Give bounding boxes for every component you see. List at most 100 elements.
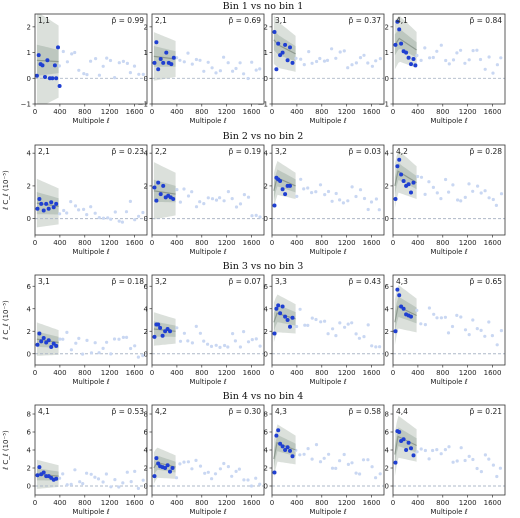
data-point bbox=[156, 67, 161, 72]
x-tick-label: 400 bbox=[53, 369, 66, 377]
data-point bbox=[276, 41, 281, 46]
panel-label: 4,2 bbox=[396, 147, 408, 156]
x-axis-label: Multipole ℓ bbox=[72, 508, 109, 516]
data-point bbox=[409, 190, 413, 195]
faint-point bbox=[246, 340, 251, 344]
panel-4-3: 0 400 800 1200 1600 Multipole ℓ 0 2 4 6 8 4,3 p̃ = 0… bbox=[264, 404, 385, 516]
faint-point bbox=[186, 194, 191, 198]
y-tick-label: 1 bbox=[385, 49, 389, 57]
faint-point bbox=[89, 205, 93, 209]
faint-point bbox=[330, 466, 335, 470]
faint-point bbox=[490, 334, 494, 338]
data-point bbox=[285, 58, 290, 63]
faint-point bbox=[97, 216, 101, 220]
data-point bbox=[169, 62, 174, 67]
faint-point bbox=[226, 61, 230, 65]
data-point bbox=[283, 448, 288, 452]
x-tick-label: 400 bbox=[290, 239, 303, 247]
faint-point bbox=[495, 63, 499, 67]
faint-point bbox=[415, 308, 419, 312]
data-point bbox=[41, 208, 46, 213]
panel-frame bbox=[271, 274, 385, 366]
p-value: p̃ = 0.37 bbox=[348, 16, 381, 25]
panel-label: 2,1 bbox=[155, 16, 167, 25]
plot-area bbox=[152, 32, 264, 81]
faint-point bbox=[85, 73, 89, 77]
faint-point bbox=[258, 215, 262, 219]
faint-point bbox=[447, 190, 451, 194]
data-point bbox=[152, 474, 157, 479]
y-tick-label: 8 bbox=[385, 411, 389, 419]
faint-point bbox=[178, 339, 183, 343]
faint-point bbox=[202, 202, 206, 206]
y-tick-label: 2 bbox=[144, 465, 148, 473]
faint-point bbox=[175, 56, 179, 60]
faint-point bbox=[463, 458, 467, 463]
x-tick-label: 1600 bbox=[363, 369, 381, 377]
y-tick-label: 4 bbox=[385, 305, 390, 313]
y-tick-label: 0 bbox=[144, 75, 148, 83]
x-tick-label: 400 bbox=[170, 369, 183, 377]
data-point bbox=[280, 444, 285, 449]
faint-point bbox=[483, 189, 487, 193]
x-tick-label: 0 bbox=[150, 108, 154, 116]
faint-point bbox=[325, 58, 330, 63]
x-tick-label: 800 bbox=[195, 239, 208, 247]
x-tick-label: 1600 bbox=[363, 499, 381, 507]
faint-point bbox=[374, 345, 378, 349]
faint-point bbox=[65, 60, 69, 64]
model-line bbox=[153, 190, 176, 195]
faint-point bbox=[97, 73, 101, 77]
x-tick-label: 400 bbox=[411, 499, 424, 507]
data-point bbox=[49, 200, 54, 205]
data-point bbox=[46, 338, 51, 343]
faint-point bbox=[423, 192, 427, 196]
faint-point bbox=[137, 72, 141, 76]
x-tick-label: 0 bbox=[33, 369, 37, 377]
panel-frame bbox=[34, 13, 148, 105]
faint-point bbox=[310, 457, 314, 461]
faint-point bbox=[81, 352, 85, 356]
panel-label: 1,1 bbox=[38, 16, 50, 25]
faint-point bbox=[439, 452, 443, 456]
faint-point bbox=[499, 56, 503, 60]
y-tick-label: 2 bbox=[144, 23, 148, 31]
faint-point bbox=[459, 315, 463, 319]
data-point bbox=[409, 314, 413, 319]
faint-point bbox=[178, 58, 182, 62]
faint-point bbox=[222, 55, 226, 59]
y-tick-label: 0 bbox=[144, 350, 148, 358]
faint-point bbox=[186, 51, 190, 55]
plot-area bbox=[393, 150, 505, 220]
x-axis-label: Multipole ℓ bbox=[430, 117, 467, 125]
faint-point bbox=[444, 177, 448, 182]
data-point bbox=[54, 343, 59, 348]
panel-label: 3,1 bbox=[275, 16, 287, 25]
data-point bbox=[401, 306, 406, 311]
faint-point bbox=[128, 199, 132, 203]
panel-2-1: 0 400 800 1200 1600 Multipole ℓ 0 2 4 2,1 p̃ = 0.2… bbox=[27, 144, 148, 256]
uncertainty-band-inner bbox=[394, 427, 417, 465]
y-tick-label: 0 bbox=[27, 483, 31, 491]
row-4: Bin 4 vs no bin 40 400 800 1200 1600Multipol… bbox=[2, 391, 506, 516]
x-tick-label: 800 bbox=[436, 499, 449, 507]
faint-point bbox=[495, 343, 499, 347]
faint-point bbox=[491, 71, 495, 75]
faint-point bbox=[318, 183, 323, 187]
faint-point bbox=[427, 306, 431, 310]
data-point bbox=[57, 84, 62, 88]
faint-point bbox=[258, 344, 262, 348]
faint-point bbox=[141, 210, 145, 215]
p-value: p̃ = 0.58 bbox=[348, 407, 381, 416]
faint-point bbox=[427, 457, 431, 461]
data-point bbox=[171, 197, 176, 201]
y-tick-label: 4 bbox=[144, 305, 149, 313]
faint-point bbox=[237, 467, 241, 471]
faint-point bbox=[96, 477, 101, 481]
faint-point bbox=[326, 332, 330, 336]
data-point bbox=[158, 325, 163, 330]
panel-frame bbox=[34, 144, 148, 236]
plot-area bbox=[35, 14, 147, 104]
x-tick-label: 1600 bbox=[243, 239, 261, 247]
data-point bbox=[406, 440, 411, 445]
